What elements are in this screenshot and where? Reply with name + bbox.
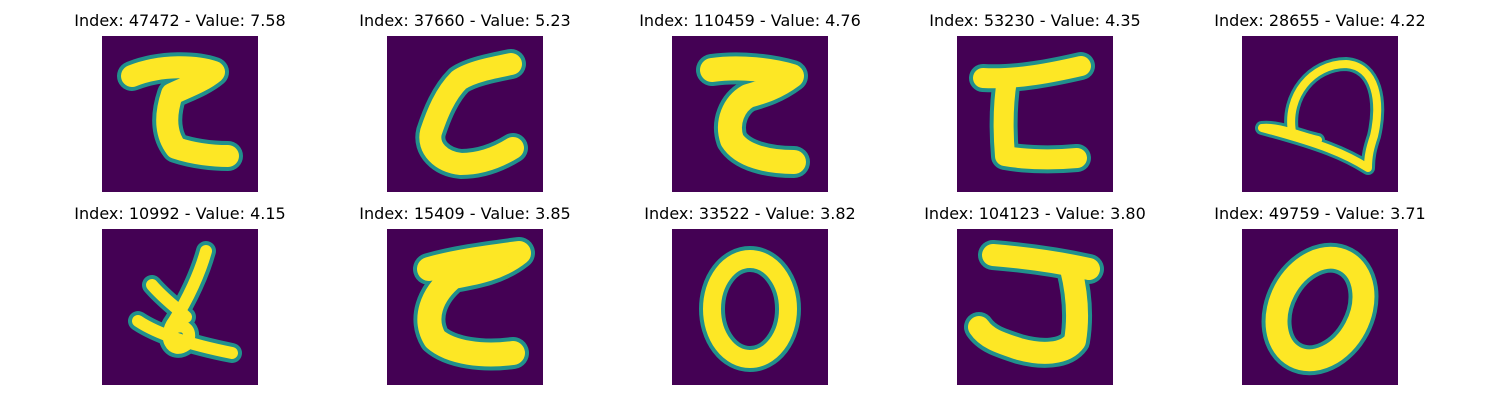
glyph-image [957,229,1113,385]
glyph-image [102,36,258,192]
glyph-image [957,36,1113,192]
glyph-image [387,229,543,385]
glyph-image [672,229,828,385]
panel-title: Index: 53230 - Value: 4.35 [929,11,1141,30]
panel-title: Index: 10992 - Value: 4.15 [74,204,286,223]
panel: Index: 28655 - Value: 4.22 [1178,9,1462,199]
panel-title: Index: 37660 - Value: 5.23 [359,11,571,30]
panel: Index: 110459 - Value: 4.76 [608,9,892,199]
panel: Index: 104123 - Value: 3.80 [893,202,1177,392]
panel-title: Index: 33522 - Value: 3.82 [644,204,856,223]
panel-title: Index: 47472 - Value: 7.58 [74,11,286,30]
panel: Index: 53230 - Value: 4.35 [893,9,1177,199]
glyph-image [1242,36,1398,192]
panel-title: Index: 49759 - Value: 3.71 [1214,204,1426,223]
panel: Index: 37660 - Value: 5.23 [323,9,607,199]
glyph-image [1242,229,1398,385]
glyph-image [387,36,543,192]
panel-title: Index: 28655 - Value: 4.22 [1214,11,1426,30]
panel: Index: 33522 - Value: 3.82 [608,202,892,392]
panel: Index: 49759 - Value: 3.71 [1178,202,1462,392]
panel-title: Index: 104123 - Value: 3.80 [924,204,1146,223]
glyph-image [102,229,258,385]
glyph-image [672,36,828,192]
panel-title: Index: 15409 - Value: 3.85 [359,204,571,223]
panel-title: Index: 110459 - Value: 4.76 [639,11,861,30]
panel: Index: 47472 - Value: 7.58 [38,9,322,199]
panel: Index: 15409 - Value: 3.85 [323,202,607,392]
panel: Index: 10992 - Value: 4.15 [38,202,322,392]
